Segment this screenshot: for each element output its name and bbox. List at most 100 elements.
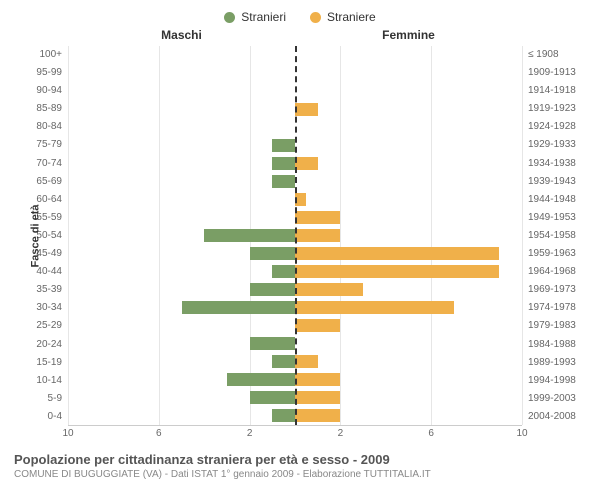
- y-tick-birth: 2004-2008: [522, 408, 590, 426]
- bar-row: [68, 353, 295, 371]
- legend-swatch-female: [310, 12, 321, 23]
- bar-female: [295, 301, 454, 314]
- y-tick-birth: 1964-1968: [522, 263, 590, 281]
- bar-row: [68, 263, 295, 281]
- bar-row: [68, 136, 295, 154]
- bar-male: [272, 355, 295, 368]
- y-tick-birth: 1999-2003: [522, 390, 590, 408]
- bar-row: [295, 136, 522, 154]
- header-female: Femmine: [295, 28, 522, 46]
- bar-row: [295, 299, 522, 317]
- y-tick-birth: 1934-1938: [522, 155, 590, 173]
- y-tick-birth: 1939-1943: [522, 173, 590, 191]
- bar-male: [272, 175, 295, 188]
- bar-row: [68, 46, 295, 64]
- y-tick-birth: 1924-1928: [522, 118, 590, 136]
- bar-row: [295, 407, 522, 425]
- bar-female: [295, 373, 340, 386]
- bar-row: [68, 281, 295, 299]
- y-tick-birth: 1949-1953: [522, 209, 590, 227]
- y-tick-age: 75-79: [10, 136, 68, 154]
- bar-row: [68, 389, 295, 407]
- bar-row: [295, 226, 522, 244]
- chart-footer: Popolazione per cittadinanza straniera p…: [10, 444, 590, 480]
- y-tick-birth: 1979-1983: [522, 317, 590, 335]
- bar-female: [295, 409, 340, 422]
- bar-row: [68, 407, 295, 425]
- bar-female: [295, 157, 318, 170]
- y-tick-age: 90-94: [10, 82, 68, 100]
- y-axis-left-title: Fasce di età: [29, 205, 41, 268]
- bar-row: [68, 208, 295, 226]
- y-tick-age: 100+: [10, 46, 68, 64]
- bar-row: [68, 118, 295, 136]
- bar-row: [295, 46, 522, 64]
- bar-row: [68, 190, 295, 208]
- x-tick: 2: [338, 428, 344, 439]
- x-axis: 2610 2610: [68, 426, 522, 444]
- bar-female: [295, 211, 340, 224]
- bar-female: [295, 355, 318, 368]
- plot-area: [68, 46, 522, 426]
- bar-male: [272, 139, 295, 152]
- bar-row: [68, 299, 295, 317]
- y-tick-birth: 1989-1993: [522, 354, 590, 372]
- legend: Stranieri Straniere: [10, 10, 590, 24]
- bar-row: [295, 317, 522, 335]
- bar-row: [295, 389, 522, 407]
- bar-row: [68, 245, 295, 263]
- bar-male: [272, 265, 295, 278]
- x-tick: 10: [516, 428, 527, 439]
- bar-female: [295, 319, 340, 332]
- footer-title: Popolazione per cittadinanza straniera p…: [14, 452, 590, 467]
- y-tick-age: 15-19: [10, 354, 68, 372]
- x-tick: 10: [62, 428, 73, 439]
- bar-row: [68, 100, 295, 118]
- y-axis-left: Fasce di età 100+95-9990-9485-8980-8475-…: [10, 46, 68, 426]
- y-tick-birth: 1954-1958: [522, 227, 590, 245]
- bar-row: [295, 335, 522, 353]
- y-tick-birth: 1909-1913: [522, 64, 590, 82]
- bar-male: [272, 409, 295, 422]
- bar-row: [295, 190, 522, 208]
- y-tick-birth: 1994-1998: [522, 372, 590, 390]
- bar-male: [250, 391, 295, 404]
- bar-female: [295, 229, 340, 242]
- bar-male: [250, 283, 295, 296]
- bar-female: [295, 265, 499, 278]
- y-tick-age: 0-4: [10, 408, 68, 426]
- bar-row: [295, 154, 522, 172]
- legend-label-female: Straniere: [327, 10, 376, 24]
- bar-row: [68, 64, 295, 82]
- bar-row: [295, 64, 522, 82]
- bars-female: [295, 46, 522, 425]
- bar-row: [295, 353, 522, 371]
- y-tick-age: 85-89: [10, 100, 68, 118]
- y-tick-age: 70-74: [10, 155, 68, 173]
- y-tick-birth: ≤ 1908: [522, 46, 590, 64]
- bar-row: [68, 335, 295, 353]
- center-line: [295, 46, 297, 425]
- bar-row: [295, 118, 522, 136]
- bar-female: [295, 247, 499, 260]
- y-tick-age: 30-34: [10, 299, 68, 317]
- legend-item-male: Stranieri: [224, 10, 286, 24]
- bar-row: [295, 281, 522, 299]
- bars-male: [68, 46, 295, 425]
- bar-row: [68, 82, 295, 100]
- bar-row: [295, 371, 522, 389]
- bar-row: [295, 82, 522, 100]
- y-tick-age: 5-9: [10, 390, 68, 408]
- y-tick-birth: 1984-1988: [522, 336, 590, 354]
- header-male: Maschi: [68, 28, 295, 46]
- bar-row: [68, 371, 295, 389]
- bar-male: [272, 157, 295, 170]
- y-tick-age: 20-24: [10, 336, 68, 354]
- y-tick-age: 80-84: [10, 118, 68, 136]
- bar-male: [182, 301, 296, 314]
- column-headers: Maschi Femmine: [10, 28, 590, 46]
- bar-female: [295, 103, 318, 116]
- bar-male: [204, 229, 295, 242]
- y-tick-birth: 1919-1923: [522, 100, 590, 118]
- y-tick-age: 35-39: [10, 281, 68, 299]
